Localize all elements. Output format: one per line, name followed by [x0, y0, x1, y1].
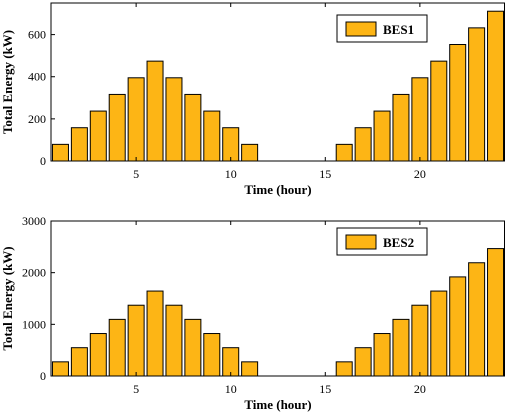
bar: [203, 110, 221, 162]
bar: [430, 60, 448, 162]
bar: [487, 10, 505, 162]
x-tick-label: 20: [414, 167, 426, 181]
bar: [222, 127, 240, 162]
bar: [392, 318, 410, 377]
bar: [241, 143, 259, 162]
legend-swatch: [345, 21, 377, 37]
bar: [335, 143, 353, 162]
x-tick-label: 5: [133, 167, 139, 181]
bar: [70, 127, 88, 162]
x-tick-label: 15: [319, 382, 331, 396]
bar: [411, 77, 429, 162]
bar: [108, 93, 126, 162]
bar: [487, 248, 505, 377]
bar: [89, 333, 107, 377]
bar: [373, 333, 391, 377]
bar: [146, 60, 164, 162]
y-tick-label: 400: [28, 70, 46, 84]
y-tick-label: 2000: [22, 266, 46, 280]
bar: [411, 304, 429, 377]
chart-bes2: 5 10 15 20 0 1000 2000 3000 Time (hour) Total Ene…: [0, 214, 505, 412]
x-axis-title: Time (hour): [244, 397, 311, 412]
bar: [165, 304, 183, 377]
bar: [373, 110, 391, 162]
bar: [468, 262, 486, 377]
bar: [449, 276, 467, 377]
x-tick-label: 20: [414, 382, 426, 396]
bar: [165, 77, 183, 162]
bar: [203, 333, 221, 377]
bar: [51, 143, 69, 162]
bar: [51, 361, 69, 377]
y-tick-label: 1000: [22, 317, 46, 331]
bar: [184, 318, 202, 377]
bar: [392, 93, 410, 162]
y-tick-label: 600: [28, 28, 46, 42]
y-axis-title: Total Energy (kW): [0, 246, 15, 350]
bar: [184, 93, 202, 162]
legend-label: BES2: [383, 235, 414, 250]
bar: [127, 77, 145, 162]
x-axis-title: Time (hour): [244, 182, 311, 197]
bar: [449, 44, 467, 162]
bar: [146, 290, 164, 377]
y-tick-label: 0: [40, 369, 46, 383]
bar: [468, 27, 486, 162]
bar: [127, 304, 145, 377]
legend-swatch: [345, 234, 377, 250]
bar: [108, 318, 126, 377]
bar: [70, 347, 88, 377]
bar: [222, 347, 240, 377]
x-tick-label: 10: [225, 382, 237, 396]
legend-label: BES1: [383, 22, 414, 37]
y-tick-label: 3000: [22, 214, 46, 228]
y-tick-label: 0: [40, 154, 46, 168]
bar: [89, 110, 107, 162]
bar: [241, 361, 259, 377]
bar: [354, 127, 372, 162]
bar: [430, 290, 448, 377]
bar: [335, 361, 353, 377]
x-tick-label: 15: [319, 167, 331, 181]
y-axis-title: Total Energy (kW): [0, 30, 15, 134]
y-tick-label: 200: [28, 112, 46, 126]
bar: [354, 347, 372, 377]
x-tick-label: 5: [133, 382, 139, 396]
x-tick-label: 10: [225, 167, 237, 181]
